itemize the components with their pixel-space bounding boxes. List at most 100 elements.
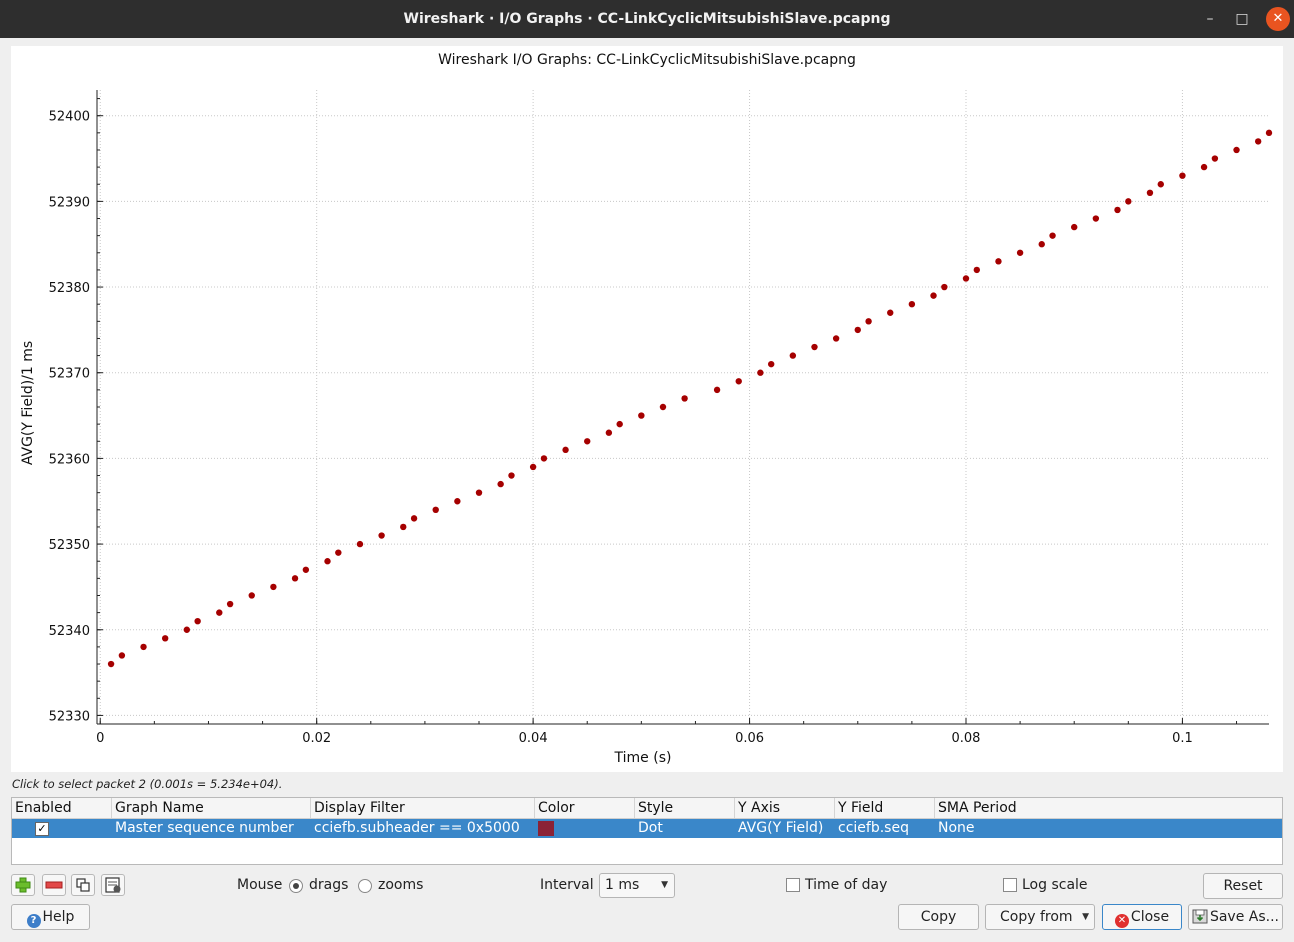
graph-name-cell[interactable]: Master sequence number — [115, 820, 294, 836]
data-point — [1146, 189, 1154, 197]
header-y-axis[interactable]: Y Axis — [735, 798, 835, 818]
header-color[interactable]: Color — [535, 798, 635, 818]
data-point — [713, 386, 721, 394]
data-point — [529, 463, 537, 471]
save-as-button[interactable]: Save As... — [1188, 904, 1283, 930]
data-point — [941, 283, 948, 291]
close-button[interactable]: ✕ Close — [1102, 904, 1182, 930]
data-point — [1092, 215, 1100, 222]
mouse-label: Mouse — [237, 877, 283, 893]
remove-graph-button[interactable] — [42, 874, 66, 896]
drags-label[interactable]: drags — [309, 877, 349, 893]
scatter-chart[interactable]: 0 0.02 0.04 0.06 0.08 0.1 52330 52340 52350 52360… — [11, 46, 1283, 772]
x-tick-label: 0.04 — [519, 731, 548, 746]
style-cell[interactable]: Dot — [638, 820, 663, 836]
y-tick-label: 52350 — [49, 538, 90, 553]
data-point — [1071, 223, 1078, 231]
data-point — [378, 532, 385, 539]
interval-label: Interval — [540, 877, 594, 893]
sma-period-cell[interactable]: None — [938, 820, 975, 836]
x-tick-label: 0.08 — [952, 731, 981, 746]
data-point — [908, 300, 916, 308]
add-graph-button[interactable] — [11, 874, 35, 896]
display-filter-cell[interactable]: cciefb.subheader == 0x5000 — [314, 820, 520, 836]
copy-icon — [76, 878, 90, 892]
data-point — [616, 420, 623, 428]
data-point — [432, 506, 439, 514]
enabled-checkbox[interactable]: ✓ — [35, 822, 49, 836]
interval-select[interactable]: 1 ms ▼ — [599, 873, 675, 898]
x-axis-title: Time (s) — [614, 750, 672, 766]
drags-radio[interactable] — [289, 879, 303, 893]
x-tick-label: 0.02 — [302, 731, 331, 746]
table-row[interactable]: ✓ Master sequence number cciefb.subheade… — [12, 819, 1282, 838]
data-point — [962, 275, 970, 282]
header-sma-period[interactable]: SMA Period — [938, 800, 1017, 816]
data-point — [324, 558, 331, 565]
data-point — [270, 583, 277, 591]
header-display-filter[interactable]: Display Filter — [311, 798, 535, 818]
data-point — [659, 403, 667, 411]
data-point — [497, 480, 504, 488]
header-enabled[interactable]: Enabled — [12, 798, 112, 818]
data-point — [291, 575, 299, 582]
y-field-cell[interactable]: cciefb.seq — [838, 820, 909, 836]
y-axis-cell[interactable]: AVG(Y Field) — [738, 820, 824, 836]
plot-title: Wireshark I/O Graphs: CC-LinkCyclicMitsu… — [438, 52, 856, 68]
data-point — [1211, 155, 1219, 162]
header-y-field[interactable]: Y Field — [835, 798, 935, 818]
io-graph-plot[interactable]: 0 0.02 0.04 0.06 0.08 0.1 52330 52340 52350 52360… — [11, 46, 1283, 772]
color-swatch[interactable] — [538, 821, 554, 836]
data-point — [735, 378, 742, 385]
log-scale-label[interactable]: Log scale — [1022, 877, 1088, 893]
status-hint: Click to select packet 2 (0.001s = 5.234… — [12, 777, 283, 791]
data-point — [930, 292, 937, 299]
x-tick-label: 0.06 — [735, 731, 764, 746]
data-point — [865, 318, 872, 325]
time-of-day-checkbox[interactable] — [786, 878, 800, 892]
data-point — [1114, 206, 1121, 214]
minimize-button[interactable]: – — [1206, 11, 1214, 27]
copy-button[interactable]: Copy — [898, 904, 979, 930]
maximize-button[interactable]: □ — [1235, 11, 1249, 27]
copy-from-label: Copy from — [1000, 909, 1073, 925]
data-point — [1125, 198, 1132, 205]
data-point — [767, 360, 775, 368]
copy-from-button[interactable]: Copy from ▼ — [985, 904, 1095, 930]
x-tick-label: 0 — [96, 731, 104, 746]
close-label: Close — [1130, 909, 1170, 925]
y-tick-label: 52330 — [49, 709, 90, 724]
zooms-radio[interactable] — [358, 879, 372, 893]
data-point — [681, 395, 688, 402]
plus-icon — [15, 877, 31, 893]
close-icon: ✕ — [1114, 914, 1129, 928]
clear-graphs-button[interactable] — [101, 874, 125, 896]
data-point — [400, 523, 407, 531]
data-point — [140, 643, 147, 651]
window-title: Wireshark · I/O Graphs · CC-LinkCyclicMi… — [403, 11, 891, 27]
zooms-label[interactable]: zooms — [378, 877, 424, 893]
data-point — [454, 498, 461, 505]
time-of-day-label[interactable]: Time of day — [805, 877, 888, 893]
data-point — [107, 660, 115, 668]
list-clear-icon — [105, 877, 121, 893]
data-point — [584, 438, 591, 445]
log-scale-checkbox[interactable] — [1003, 878, 1017, 892]
header-graph-name[interactable]: Graph Name — [112, 798, 311, 818]
header-style[interactable]: Style — [635, 798, 735, 818]
table-header: Enabled Graph Name Display Filter Color … — [12, 798, 1282, 819]
data-point — [1038, 241, 1045, 248]
reset-button[interactable]: Reset — [1203, 873, 1283, 899]
window-titlebar: Wireshark · I/O Graphs · CC-LinkCyclicMi… — [0, 0, 1294, 38]
data-point — [1016, 249, 1024, 256]
data-point — [302, 566, 310, 573]
help-button[interactable]: ? Help — [11, 904, 90, 930]
window-close-button[interactable]: ✕ — [1266, 7, 1290, 31]
graphs-table[interactable]: Enabled Graph Name Display Filter Color … — [11, 797, 1283, 865]
duplicate-graph-button[interactable] — [71, 874, 95, 896]
x-tick-label: 0.1 — [1172, 731, 1193, 746]
chevron-down-icon: ▼ — [661, 880, 668, 890]
y-tick-label: 52380 — [49, 281, 90, 296]
interval-value: 1 ms — [605, 877, 640, 893]
data-point — [194, 617, 201, 625]
